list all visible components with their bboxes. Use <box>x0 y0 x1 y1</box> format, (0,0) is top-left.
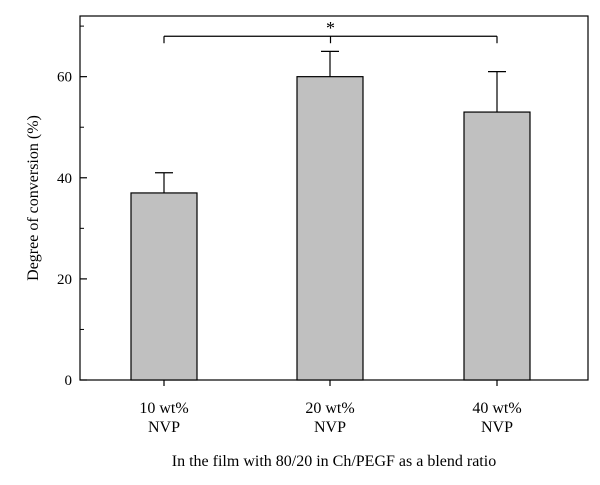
significance-label: * <box>326 18 335 38</box>
bar <box>463 111 531 381</box>
x-axis-title: In the film with 80/20 in Ch/PEGF as a b… <box>172 453 496 470</box>
bar <box>130 192 198 381</box>
x-category-label: NVP <box>314 419 346 436</box>
x-axis: 10 wt% NVP 20 wt% NVP 40 wt% NVP <box>139 380 522 436</box>
y-axis: 0 20 40 60 <box>57 25 87 389</box>
significance-bracket: * <box>163 18 498 44</box>
x-category-label: NVP <box>148 419 180 436</box>
x-category-label: 20 wt% <box>305 400 354 417</box>
y-axis-title: Degree of conversion (%) <box>25 115 42 281</box>
x-category-label: 40 wt% <box>472 400 521 417</box>
y-tick-label: 0 <box>65 373 73 389</box>
y-tick-label: 60 <box>57 70 72 86</box>
y-tick-label: 20 <box>57 272 72 288</box>
bars-layer <box>130 50 531 381</box>
x-category-label: 10 wt% <box>139 400 188 417</box>
y-tick-label: 40 <box>57 171 72 187</box>
x-category-label: NVP <box>481 419 513 436</box>
bar <box>296 76 364 381</box>
